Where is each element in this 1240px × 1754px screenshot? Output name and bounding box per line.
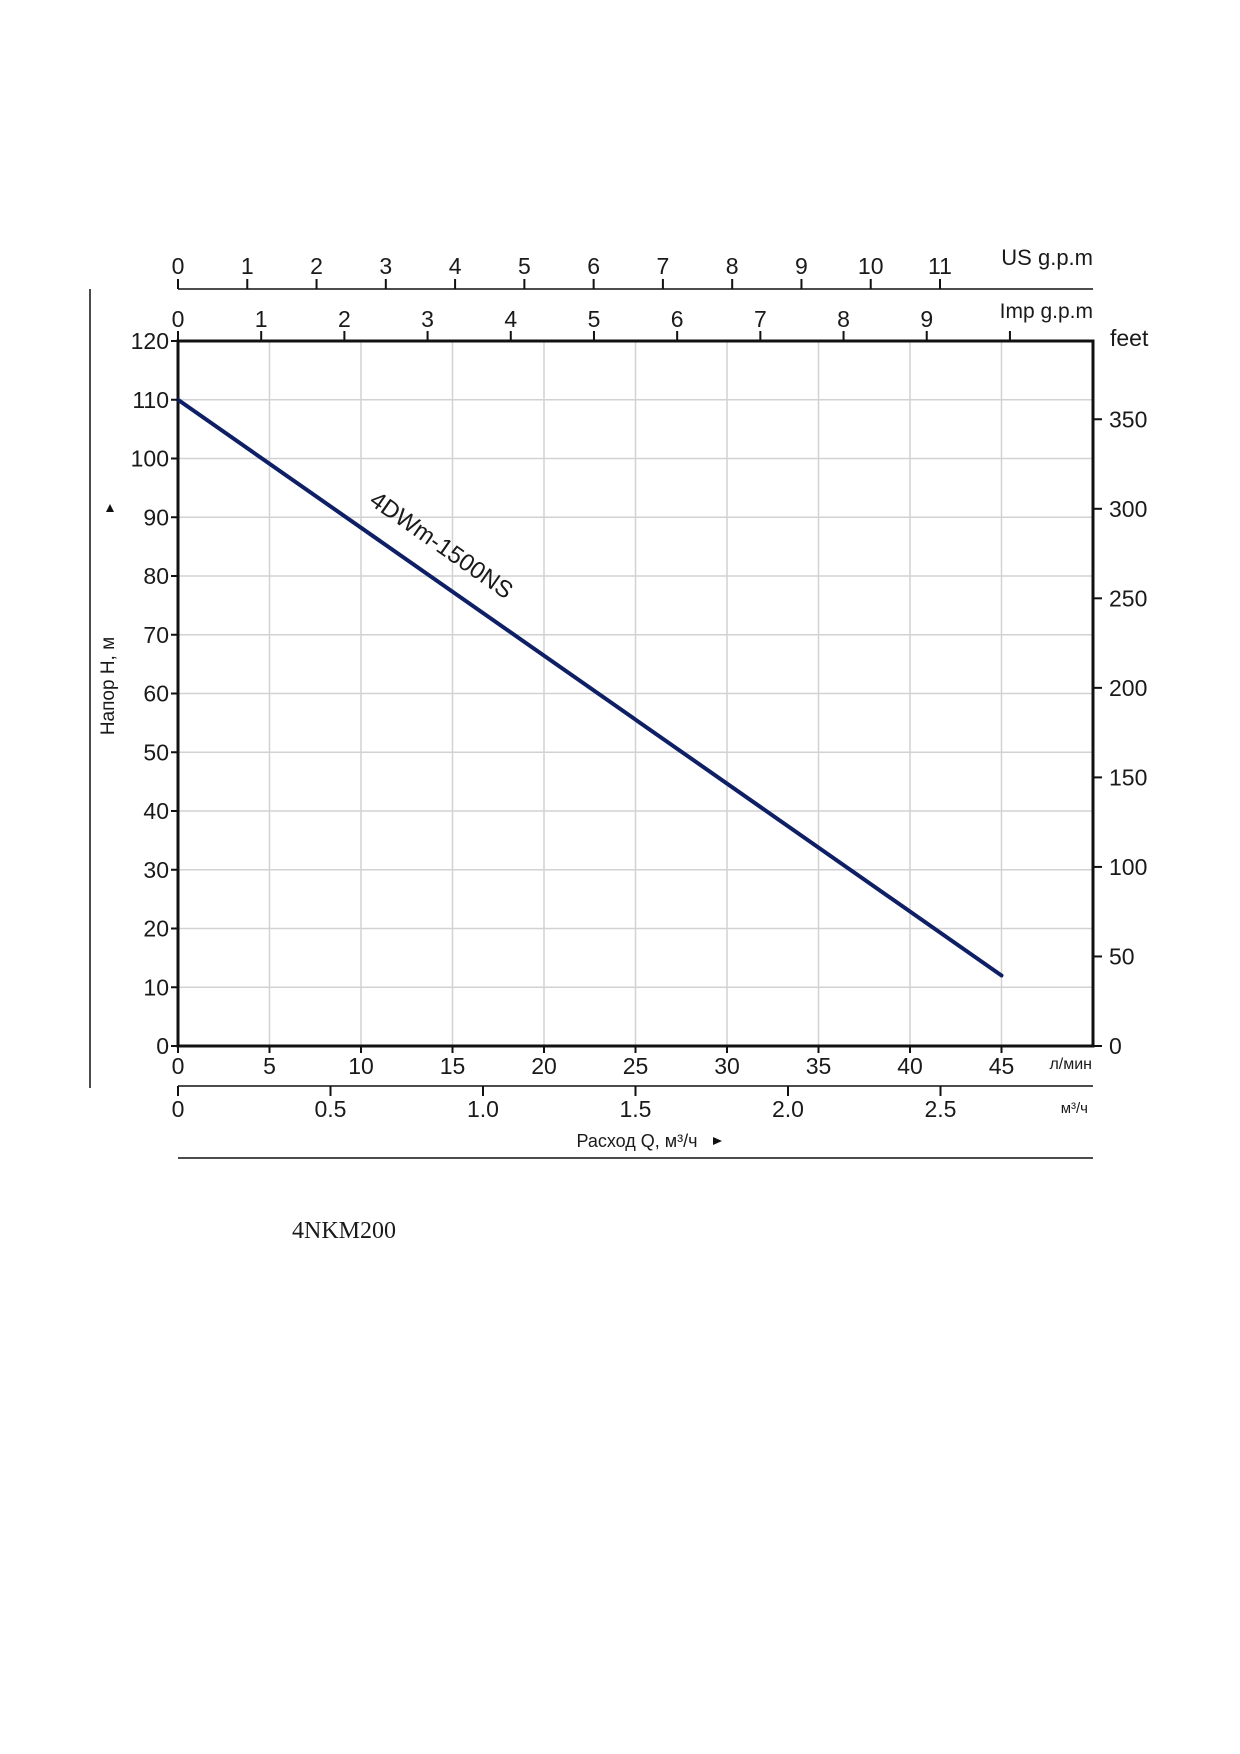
x-unit-m3h: м³/ч <box>1061 1100 1088 1117</box>
y-left-tick-label: 0 <box>156 1033 169 1059</box>
x-us-tick-label: 3 <box>379 253 392 279</box>
x-unit-lpm: л/мин <box>1049 1056 1092 1073</box>
y-axis-arrow-icon <box>106 504 114 512</box>
x-m3h-tick-label: 2.5 <box>925 1096 957 1122</box>
y-right-tick-label: 250 <box>1109 585 1147 611</box>
x-m3h-tick-label: 1.5 <box>620 1096 652 1122</box>
y-left-tick-label: 110 <box>132 387 169 413</box>
x-imp-tick-label: 2 <box>338 306 351 332</box>
model-caption: 4NKM200 <box>292 1218 397 1244</box>
x-imp-tick-label: 9 <box>920 306 933 332</box>
x-imp-tick-label: 3 <box>421 306 434 332</box>
x-m3h-tick-label: 0.5 <box>315 1096 347 1122</box>
y-axis-title: Напор H, м <box>98 637 119 735</box>
y-left-tick-label: 90 <box>143 504 169 530</box>
y-left-tick-label: 70 <box>143 622 169 648</box>
x-us-tick-label: 5 <box>518 253 531 279</box>
x-us-tick-label: 1 <box>241 253 254 279</box>
x-us-tick-label: 11 <box>928 253 952 279</box>
y-left-tick-label: 60 <box>143 681 169 707</box>
series-layer: 4DWm-1500NS <box>176 397 1004 978</box>
x-lpm-tick-label: 35 <box>806 1053 832 1079</box>
x-lpm-tick-label: 25 <box>623 1053 649 1079</box>
y-right-tick-label: 150 <box>1109 764 1147 790</box>
y-right-tick-label: 100 <box>1109 854 1147 880</box>
x-unit-imp-gpm: Imp g.p.m <box>1000 300 1093 323</box>
x-us-tick-label: 4 <box>449 253 462 279</box>
grid <box>177 340 1094 1047</box>
y-left-tick-label: 120 <box>131 328 169 354</box>
x-us-tick-label: 2 <box>310 253 323 279</box>
x-us-tick-label: 0 <box>172 253 185 279</box>
x-lpm-tick-label: 20 <box>531 1053 557 1079</box>
y-left-tick-label: 30 <box>143 857 169 883</box>
y-right-tick-label: 0 <box>1109 1033 1122 1059</box>
x-imp-tick-label: 0 <box>172 306 185 332</box>
y-right-tick-label: 50 <box>1109 943 1135 969</box>
x-imp-tick-label: 6 <box>671 306 684 332</box>
x-axis-arrow-icon <box>713 1137 722 1145</box>
x-us-tick-label: 7 <box>657 253 670 279</box>
x-imp-tick-label: 4 <box>504 306 517 332</box>
x-axis-imp-gpm: 0 1 2 3 4 5 6 7 8 9 <box>172 306 1011 341</box>
y-right-tick-label: 200 <box>1109 675 1147 701</box>
x-lpm-tick-label: 15 <box>440 1053 466 1079</box>
x-lpm-tick-label: 0 <box>172 1053 185 1079</box>
y-right-tick-label: 300 <box>1109 496 1147 522</box>
y-left-tick-label: 10 <box>143 974 169 1000</box>
x-lpm-tick-label: 45 <box>989 1053 1015 1079</box>
x-unit-us-gpm: US g.p.m <box>1001 245 1093 270</box>
x-m3h-tick-label: 0 <box>172 1096 185 1122</box>
x-lpm-tick-label: 40 <box>897 1053 923 1079</box>
y-left-tick-label: 40 <box>143 798 169 824</box>
x-us-tick-label: 8 <box>726 253 739 279</box>
x-imp-tick-label: 5 <box>588 306 601 332</box>
x-imp-tick-label: 8 <box>837 306 850 332</box>
x-lpm-tick-label: 5 <box>263 1053 276 1079</box>
y-left-tick-label: 80 <box>143 563 169 589</box>
series-line <box>176 397 1004 978</box>
y-right-unit: feet <box>1110 325 1149 351</box>
x-lpm-tick-label: 10 <box>348 1053 374 1079</box>
y-right-tick-label: 350 <box>1109 406 1147 432</box>
y-axis-right: 0 50 100 150 200 250 300 350 <box>1093 406 1147 1059</box>
x-us-tick-label: 6 <box>587 253 600 279</box>
x-axis-title: Расход Q, м³/ч <box>576 1131 697 1151</box>
y-left-tick-label: 20 <box>143 916 169 942</box>
x-axis-us-gpm: 0 1 2 3 4 5 6 7 8 9 10 11 <box>172 253 1093 290</box>
x-imp-tick-label: 7 <box>754 306 767 332</box>
x-m3h-tick-label: 2.0 <box>772 1096 804 1122</box>
x-us-tick-label: 10 <box>858 253 884 279</box>
x-us-tick-label: 9 <box>795 253 808 279</box>
y-axis-label: Напор H, м <box>98 637 119 735</box>
x-imp-tick-label: 1 <box>255 306 268 332</box>
x-lpm-tick-label: 30 <box>714 1053 740 1079</box>
x-axis-lpm: 0 5 10 15 20 25 30 35 40 45 <box>172 1046 1015 1079</box>
y-left-tick-label: 50 <box>143 739 169 765</box>
y-axis-left: 0 10 20 30 40 50 60 70 80 90 100 110 120 <box>131 328 178 1059</box>
x-m3h-tick-label: 1.0 <box>467 1096 499 1122</box>
y-left-tick-label: 100 <box>131 446 169 472</box>
x-axis-m3h: 0 0.5 1.0 1.5 2.0 2.5 <box>172 1085 1093 1122</box>
